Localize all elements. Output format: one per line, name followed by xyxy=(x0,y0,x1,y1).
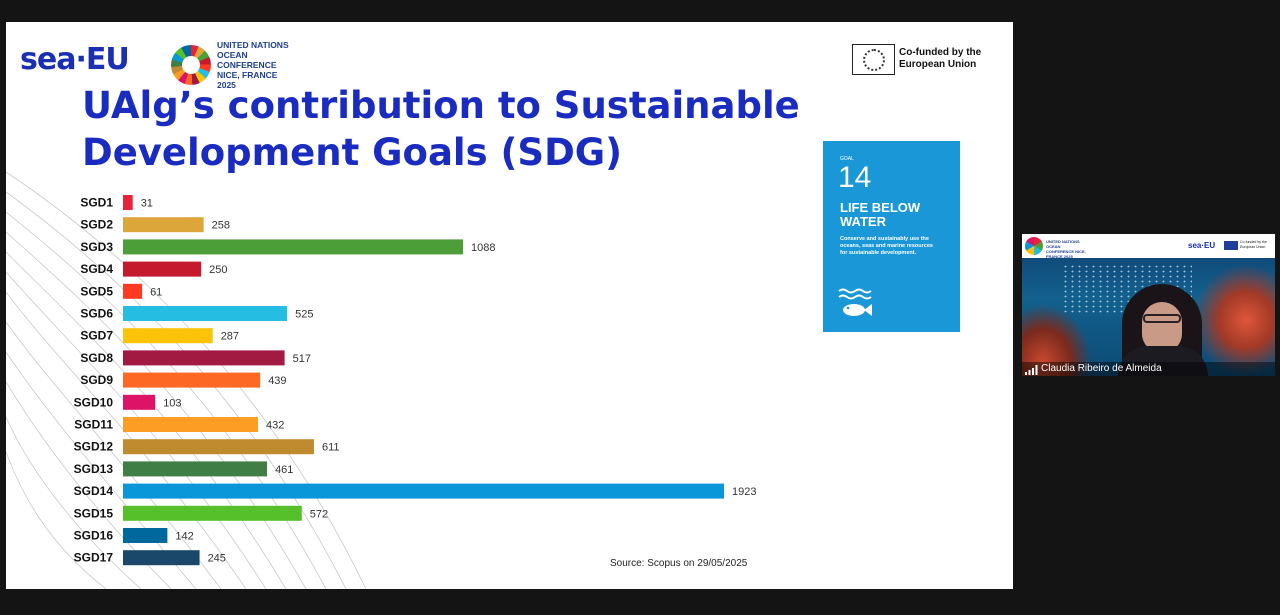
bar-sgd5 xyxy=(123,283,143,299)
bar-sgd16 xyxy=(123,528,168,543)
category-label: SGD8 xyxy=(80,351,113,365)
value-label: 1923 xyxy=(732,486,756,498)
category-label: SGD13 xyxy=(74,462,114,476)
value-label: 142 xyxy=(175,531,193,543)
category-label: SGD11 xyxy=(74,418,113,432)
category-label: SGD10 xyxy=(74,395,114,409)
category-label: SGD1 xyxy=(80,196,113,210)
value-label: 31 xyxy=(141,198,153,210)
bar-sgd10 xyxy=(123,394,156,410)
fish-waves-icon xyxy=(838,288,872,316)
participant-glasses xyxy=(1143,314,1181,323)
bar-sgd3 xyxy=(123,239,464,255)
category-label: SGD16 xyxy=(74,529,114,543)
sdg-bar-chart: SGD1 31 SGD2 258 SGD3 1088 SGD4 250 SGD5 61 SGD6 52… xyxy=(74,195,756,566)
value-label: 525 xyxy=(295,309,313,321)
video-un-text: UNITED NATIONS OCEAN CONFERENCE NICE, FR… xyxy=(1046,239,1086,259)
value-label: 61 xyxy=(150,286,162,298)
value-label: 439 xyxy=(268,375,286,387)
value-label: 611 xyxy=(322,442,340,454)
category-label: SGD7 xyxy=(80,329,113,343)
goal-card-title: LIFE BELOW WATER xyxy=(840,200,921,229)
eu-flag-icon xyxy=(1224,241,1238,250)
value-label: 572 xyxy=(310,508,328,520)
category-label: SGD2 xyxy=(80,218,113,232)
source-note: Source: Scopus on 29/05/2025 xyxy=(610,558,748,569)
coral-reef-right xyxy=(1192,264,1275,376)
category-label: SGD6 xyxy=(80,307,113,321)
video-slide-header: UNITED NATIONS OCEAN CONFERENCE NICE, FR… xyxy=(1022,234,1275,259)
bar-sgd4 xyxy=(123,261,202,277)
bar-sgd14 xyxy=(123,483,724,499)
participant-name: Claudia Ribeiro de Almeida xyxy=(1041,363,1162,374)
goal-14-card: GOAL 14 LIFE BELOW WATER Conserve and su… xyxy=(823,141,960,332)
un-ocean-conference-logo: UNITED NATIONS OCEAN CONFERENCE NICE, FR… xyxy=(171,40,297,90)
value-label: 245 xyxy=(208,553,226,565)
value-label: 461 xyxy=(275,464,293,476)
video-sea-logo: sea·EU xyxy=(1188,241,1216,250)
goal-card-number: 14 xyxy=(838,161,872,194)
sdg-wheel-icon xyxy=(1025,237,1043,255)
bar-sgd9 xyxy=(123,372,261,388)
presentation-slide: sea·EU UNITED NATIONS OCEAN CONFERENCE N… xyxy=(6,22,1013,589)
value-label: 1088 xyxy=(471,242,495,254)
category-label: SGD14 xyxy=(74,484,114,498)
value-label: 517 xyxy=(293,353,311,365)
coral-reef-left xyxy=(1022,304,1092,376)
value-label: 258 xyxy=(212,220,230,232)
camera-icon[interactable] xyxy=(198,588,212,589)
slide-title: UAlg’s contribution to Sustainable Devel… xyxy=(82,84,800,174)
category-label: SGD12 xyxy=(74,440,114,454)
bar-sgd17 xyxy=(123,550,200,566)
bar-sgd7 xyxy=(123,328,213,344)
participant-body xyxy=(1118,346,1208,376)
bar-sgd15 xyxy=(123,505,302,521)
value-label: 250 xyxy=(209,264,227,276)
value-label: 432 xyxy=(266,420,284,432)
value-label: 287 xyxy=(221,331,239,343)
sdg-wheel-icon xyxy=(171,45,211,85)
goal-card-label: GOAL xyxy=(840,156,854,162)
signal-strength-icon xyxy=(1025,365,1038,375)
sea-eu-logo: sea·EU xyxy=(20,42,130,77)
eu-flag-icon xyxy=(852,44,895,75)
value-label: 103 xyxy=(163,397,181,409)
category-label: SGD5 xyxy=(80,284,113,298)
category-label: SGD17 xyxy=(74,551,114,565)
participant-video-tile[interactable]: UNITED NATIONS OCEAN CONFERENCE NICE, FR… xyxy=(1022,234,1275,376)
participant-face xyxy=(1142,302,1182,352)
bar-sgd8 xyxy=(123,350,285,366)
bar-sgd13 xyxy=(123,461,268,477)
eu-cofund-text: Co-funded by the European Union xyxy=(899,47,982,70)
bar-sgd6 xyxy=(123,306,288,321)
bar-sgd2 xyxy=(123,217,204,233)
video-eu-text: Co-funded by the European Union xyxy=(1240,240,1267,249)
un-logo-text: UNITED NATIONS OCEAN CONFERENCE NICE, FR… xyxy=(217,40,289,90)
name-bar xyxy=(1022,362,1275,376)
bar-sgd11 xyxy=(123,417,259,432)
category-label: SGD9 xyxy=(80,373,113,387)
category-label: SGD4 xyxy=(80,262,113,276)
bar-sgd1 xyxy=(123,195,133,210)
goal-card-description: Conserve and sustainably use the oceans,… xyxy=(840,236,933,256)
category-label: SGD3 xyxy=(80,240,113,254)
bar-sgd12 xyxy=(123,439,314,455)
category-label: SGD15 xyxy=(74,506,114,520)
